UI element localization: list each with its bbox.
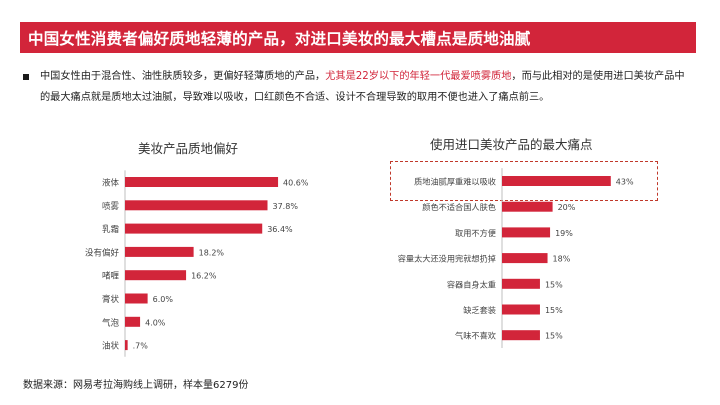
description-paragraph: 中国女性由于混合性、油性肤质较多，更偏好轻薄质地的产品，尤其是22岁以下的年轻一… bbox=[40, 66, 692, 108]
texture-value-label: 36.4% bbox=[267, 225, 293, 234]
texture-bar bbox=[125, 340, 128, 351]
painpoint-value-label: 15% bbox=[545, 332, 563, 341]
painpoint-bar bbox=[502, 176, 611, 186]
texture-value-label: 40.6% bbox=[283, 179, 309, 188]
painpoint-category-label: 气味不喜欢 bbox=[455, 331, 496, 341]
painpoint-bar bbox=[502, 278, 540, 289]
painpoint-category-label: 容器自身太重 bbox=[447, 279, 496, 289]
description-text-1: 中国女性由于混合性、油性肤质较多，更偏好轻薄质地的产品， bbox=[40, 71, 326, 82]
texture-bar bbox=[125, 293, 148, 304]
texture-bar bbox=[125, 223, 263, 234]
texture-bar bbox=[125, 246, 194, 257]
texture-category-label: 油状 bbox=[102, 341, 120, 352]
texture-value-label: 37.8% bbox=[273, 202, 299, 211]
texture-value-label: .7% bbox=[133, 342, 149, 351]
painpoint-category-label: 质地油腻厚重难以吸收 bbox=[414, 177, 496, 187]
painpoint-category-label: 容量太大还没用完就想扔掉 bbox=[398, 254, 496, 264]
texture-value-label: 18.2% bbox=[199, 248, 225, 257]
painpoint-value-label: 43% bbox=[616, 178, 634, 187]
painpoint-bar bbox=[502, 201, 553, 212]
description-text-2: ，而与此相对的是使用进口美妆产品中的最大痛点就是质地太过油腻，导致难以吸收，口红… bbox=[40, 71, 685, 103]
painpoint-category-label: 取用不方便 bbox=[455, 228, 496, 238]
painpoint-value-label: 19% bbox=[555, 229, 573, 238]
texture-category-label: 喷雾 bbox=[102, 201, 120, 212]
painpoint-category-label: 缺乏套装 bbox=[463, 305, 496, 315]
title-bar: 中国女性消费者偏好质地轻薄的产品，对进口美妆的最大槽点是质地油腻 bbox=[20, 22, 696, 53]
texture-category-label: 乳霜 bbox=[102, 224, 119, 235]
texture-bar bbox=[125, 177, 279, 187]
texture-value-label: 6.0% bbox=[153, 295, 174, 304]
texture-category-label: 液体 bbox=[102, 178, 120, 189]
texture-category-label: 气泡 bbox=[102, 317, 120, 328]
texture-category-label: 膏状 bbox=[102, 294, 120, 305]
bullet-marker bbox=[23, 74, 29, 80]
painpoint-value-label: 20% bbox=[558, 203, 576, 212]
page-title: 中国女性消费者偏好质地轻薄的产品，对进口美妆的最大槽点是质地油腻 bbox=[28, 29, 531, 48]
texture-category-label: 啫喱 bbox=[102, 271, 120, 282]
painpoint-value-label: 15% bbox=[545, 306, 563, 315]
data-source: 数据来源：网易考拉海购线上调研，样本量6279份 bbox=[23, 380, 249, 391]
highlight-box bbox=[390, 161, 658, 201]
texture-bar bbox=[125, 200, 268, 211]
description-highlight: 尤其是22岁以下的年轻一代最爱喷雾质地 bbox=[325, 71, 512, 82]
texture-bar bbox=[125, 270, 187, 281]
texture-category-label: 没有偏好 bbox=[85, 247, 120, 258]
painpoint-bar bbox=[502, 227, 551, 238]
painpoint-bar bbox=[502, 253, 548, 264]
painpoint-bar bbox=[502, 330, 540, 341]
painpoint-bar bbox=[502, 304, 540, 315]
texture-value-label: 4.0% bbox=[145, 318, 166, 327]
right-chart-title: 使用进口美妆产品的最大痛点 bbox=[430, 137, 593, 152]
painpoint-value-label: 15% bbox=[545, 280, 563, 289]
texture-bar bbox=[125, 316, 141, 327]
painpoint-category-label: 颜色不适合国人肤色 bbox=[422, 202, 496, 212]
left-chart-title: 美妆产品质地偏好 bbox=[138, 141, 239, 156]
texture-value-label: 16.2% bbox=[191, 272, 217, 281]
painpoint-value-label: 18% bbox=[553, 255, 571, 264]
